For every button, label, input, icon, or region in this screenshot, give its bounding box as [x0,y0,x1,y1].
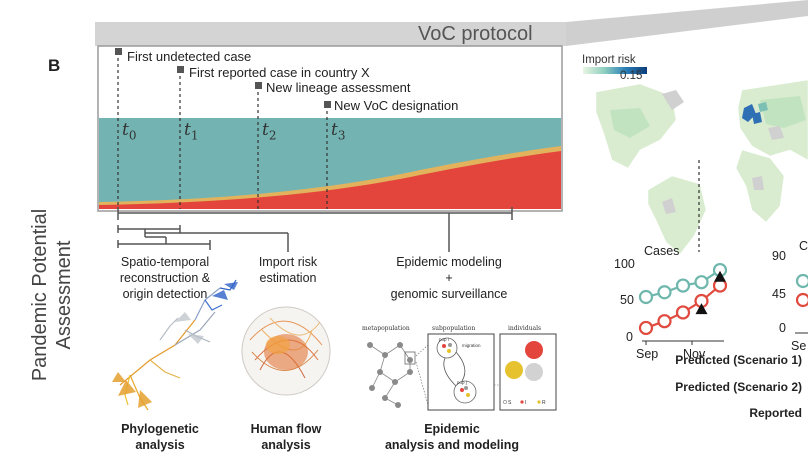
pop-i-label: pop i [439,337,449,342]
cases-marker-1 [695,303,708,315]
header-title-bar: VoC protocol [0,22,575,46]
second-y-tick-90: 90 [772,249,786,263]
svg-text:I: I [525,400,526,406]
svg-text:S: S [508,400,512,406]
epidemic-curve [97,45,563,220]
cases-series-1-point [638,289,654,305]
pop-j-label: pop j [457,380,467,385]
import-risk-colorbar [583,67,647,74]
cases-y-tick-100: 100 [614,257,635,271]
cases-series-1-point [694,275,709,290]
second-y-tick-45: 45 [772,287,786,301]
cases-series-1-point [675,278,691,293]
t1-label: t1 [184,120,199,143]
cases-marker-2 [714,270,726,282]
individuals-label: individuals [508,325,541,332]
step-1-text: Spatio-temporal reconstruction & origin de… [119,255,211,301]
cases-series-2-point [657,314,672,329]
second-x-tick-sep: Se [791,339,807,353]
t3-label: t3 [331,120,346,143]
metapopulation-label: metapopulation [362,325,410,332]
second-series-1-point [795,273,808,289]
t2-label: t2 [262,120,277,143]
cases-series-1-point [657,285,672,300]
event-label-3: New lineage assessment [266,80,411,95]
step-brackets [117,213,450,252]
migration-label: migration [462,343,481,348]
second-y-tick-0: 0 [779,321,786,335]
cases-series-2-point [638,320,654,336]
scenario-1-label: Predicted (Scenario 1) [675,353,802,367]
cases-y-tick-0: 0 [626,330,633,344]
reported-label: Reported [749,406,802,420]
second-chart-title: C [799,239,808,253]
import-risk-legend-title: Import risk [582,54,636,66]
subpopulation-label: subpopulation [432,325,475,332]
cases-x-tick-sep: Sep [636,347,659,361]
event-label-4: New VoC designation [334,98,459,113]
import-risk-legend-value: 0.15 [620,70,643,82]
second-series-2-point [795,292,808,308]
svg-text:R: R [542,400,546,406]
cases-y-tick-50: 50 [620,293,634,307]
cases-x-tick-nov: Nov [683,347,706,361]
event-label-1: First undetected case [127,49,252,64]
event-label-2: First reported case in country X [189,65,370,80]
method-3-label: Epidemic analysis and modeling [384,422,520,452]
step-2-text: Import risk estimation [258,255,318,285]
header-band [95,0,808,46]
scenario-2-label: Predicted (Scenario 2) [675,380,802,394]
step-3-text: Epidemic modeling + genomic surveillance [390,255,508,301]
header-title: VoC protocol [418,23,533,45]
cases-chart-title: Cases [644,244,680,258]
method-2-label: Human flow analysis [250,422,322,452]
red-band [99,151,561,209]
method-1-label: Phylogenetic analysis [121,422,199,452]
cases-series-2-point [675,305,691,320]
panel-label: B [48,56,61,75]
t0-label: t0 [122,120,137,143]
